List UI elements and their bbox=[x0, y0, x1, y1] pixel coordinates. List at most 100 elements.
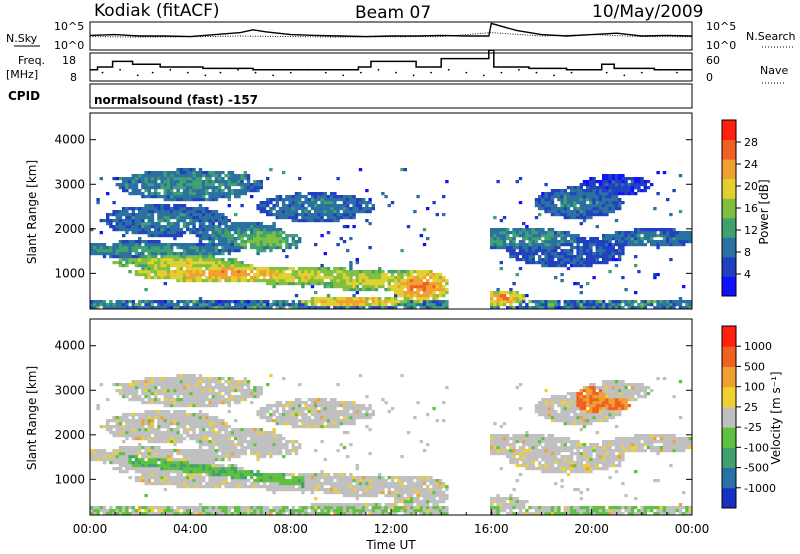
power-cell bbox=[582, 243, 587, 247]
velocity-cell bbox=[192, 416, 196, 420]
velocity-cell bbox=[131, 422, 135, 426]
velocity-cell bbox=[160, 389, 164, 393]
power-cell bbox=[214, 189, 219, 193]
power-cell bbox=[550, 198, 555, 202]
velocity-cell bbox=[160, 479, 164, 483]
velocity-cell bbox=[224, 482, 228, 486]
power-cell bbox=[198, 258, 203, 262]
power-cell bbox=[602, 306, 606, 310]
power-cell bbox=[186, 171, 190, 175]
power-cell bbox=[384, 300, 388, 304]
power-cell bbox=[202, 246, 206, 250]
velocity-cell bbox=[102, 506, 107, 510]
power-cell bbox=[224, 222, 228, 226]
power-cell bbox=[214, 237, 219, 241]
power-cell bbox=[410, 282, 414, 286]
velocity-cell bbox=[176, 431, 180, 435]
power-cell bbox=[314, 213, 318, 217]
power-cell bbox=[192, 279, 196, 283]
velocity-cell bbox=[237, 383, 241, 387]
power-cell bbox=[218, 225, 222, 229]
velocity-cell bbox=[160, 377, 164, 381]
velocity-cell bbox=[253, 428, 257, 432]
power-cell bbox=[576, 216, 580, 220]
power-cell bbox=[141, 210, 145, 214]
power-cell bbox=[432, 294, 436, 298]
power-cell bbox=[634, 243, 638, 247]
power-cell bbox=[170, 189, 174, 193]
velocity-cell bbox=[144, 437, 148, 441]
velocity-cell bbox=[157, 452, 161, 456]
power-cell bbox=[410, 306, 414, 310]
power-cell bbox=[371, 270, 375, 274]
power-cell bbox=[576, 210, 580, 214]
velocity-cell bbox=[118, 458, 123, 462]
power-cell bbox=[179, 213, 183, 217]
power-cell bbox=[304, 267, 308, 271]
power-cell bbox=[662, 240, 667, 244]
velocity-cell bbox=[221, 419, 225, 423]
power-cell bbox=[611, 189, 615, 193]
velocity-cell bbox=[214, 467, 219, 471]
power-cell bbox=[554, 306, 558, 310]
power-cell bbox=[275, 228, 279, 232]
power-cell bbox=[218, 240, 222, 244]
power-cell bbox=[262, 270, 267, 274]
power-cell bbox=[301, 285, 305, 289]
power-cell bbox=[144, 240, 148, 244]
power-cell bbox=[560, 252, 564, 256]
power-cell bbox=[326, 216, 331, 220]
power-cell bbox=[387, 285, 391, 289]
velocity-cell bbox=[134, 422, 139, 426]
power-cell bbox=[368, 303, 372, 307]
power-cell bbox=[240, 267, 244, 271]
power-cell bbox=[525, 294, 529, 298]
power-cell bbox=[352, 273, 356, 277]
power-cell bbox=[675, 240, 679, 244]
power-cell bbox=[160, 177, 164, 181]
power-cell bbox=[96, 198, 100, 202]
velocity-cell bbox=[150, 431, 155, 435]
power-cell bbox=[157, 300, 161, 304]
power-cell bbox=[422, 276, 427, 280]
power-cell bbox=[198, 267, 203, 271]
power-cell bbox=[582, 216, 587, 220]
power-cell bbox=[208, 177, 212, 181]
power-cell bbox=[317, 204, 321, 208]
power-cell bbox=[493, 306, 497, 310]
power-cell bbox=[557, 207, 561, 211]
velocity-cell bbox=[208, 401, 212, 405]
power-cell bbox=[634, 183, 638, 187]
power-cell bbox=[186, 168, 190, 172]
velocity-cell bbox=[141, 392, 145, 396]
power-cell bbox=[333, 204, 337, 208]
power-cell bbox=[262, 231, 267, 235]
power-cell bbox=[301, 219, 305, 223]
velocity-cell bbox=[198, 434, 203, 438]
power-cell bbox=[614, 183, 619, 187]
velocity-cell bbox=[234, 395, 238, 399]
power-cell bbox=[176, 204, 180, 208]
power-cell bbox=[662, 237, 667, 241]
velocity-cell bbox=[131, 419, 135, 423]
velocity-cell bbox=[138, 470, 142, 474]
power-cell bbox=[643, 183, 647, 187]
power-cell bbox=[278, 270, 283, 274]
power-cell bbox=[358, 303, 363, 307]
power-cell bbox=[634, 192, 638, 196]
power-cell bbox=[570, 240, 574, 244]
power-cell bbox=[320, 201, 324, 205]
power-cell bbox=[198, 234, 203, 238]
velocity-cell bbox=[179, 464, 183, 468]
power-cell bbox=[214, 174, 219, 178]
power-cell bbox=[493, 303, 497, 307]
power-cell bbox=[643, 243, 647, 247]
power-cell bbox=[138, 243, 142, 247]
power-cell bbox=[560, 249, 564, 253]
power-cell bbox=[422, 270, 427, 274]
power-cell bbox=[192, 258, 196, 262]
power-cell bbox=[624, 237, 628, 241]
power-cell bbox=[643, 186, 647, 190]
velocity-cell bbox=[173, 410, 177, 414]
power-cell bbox=[186, 189, 190, 193]
